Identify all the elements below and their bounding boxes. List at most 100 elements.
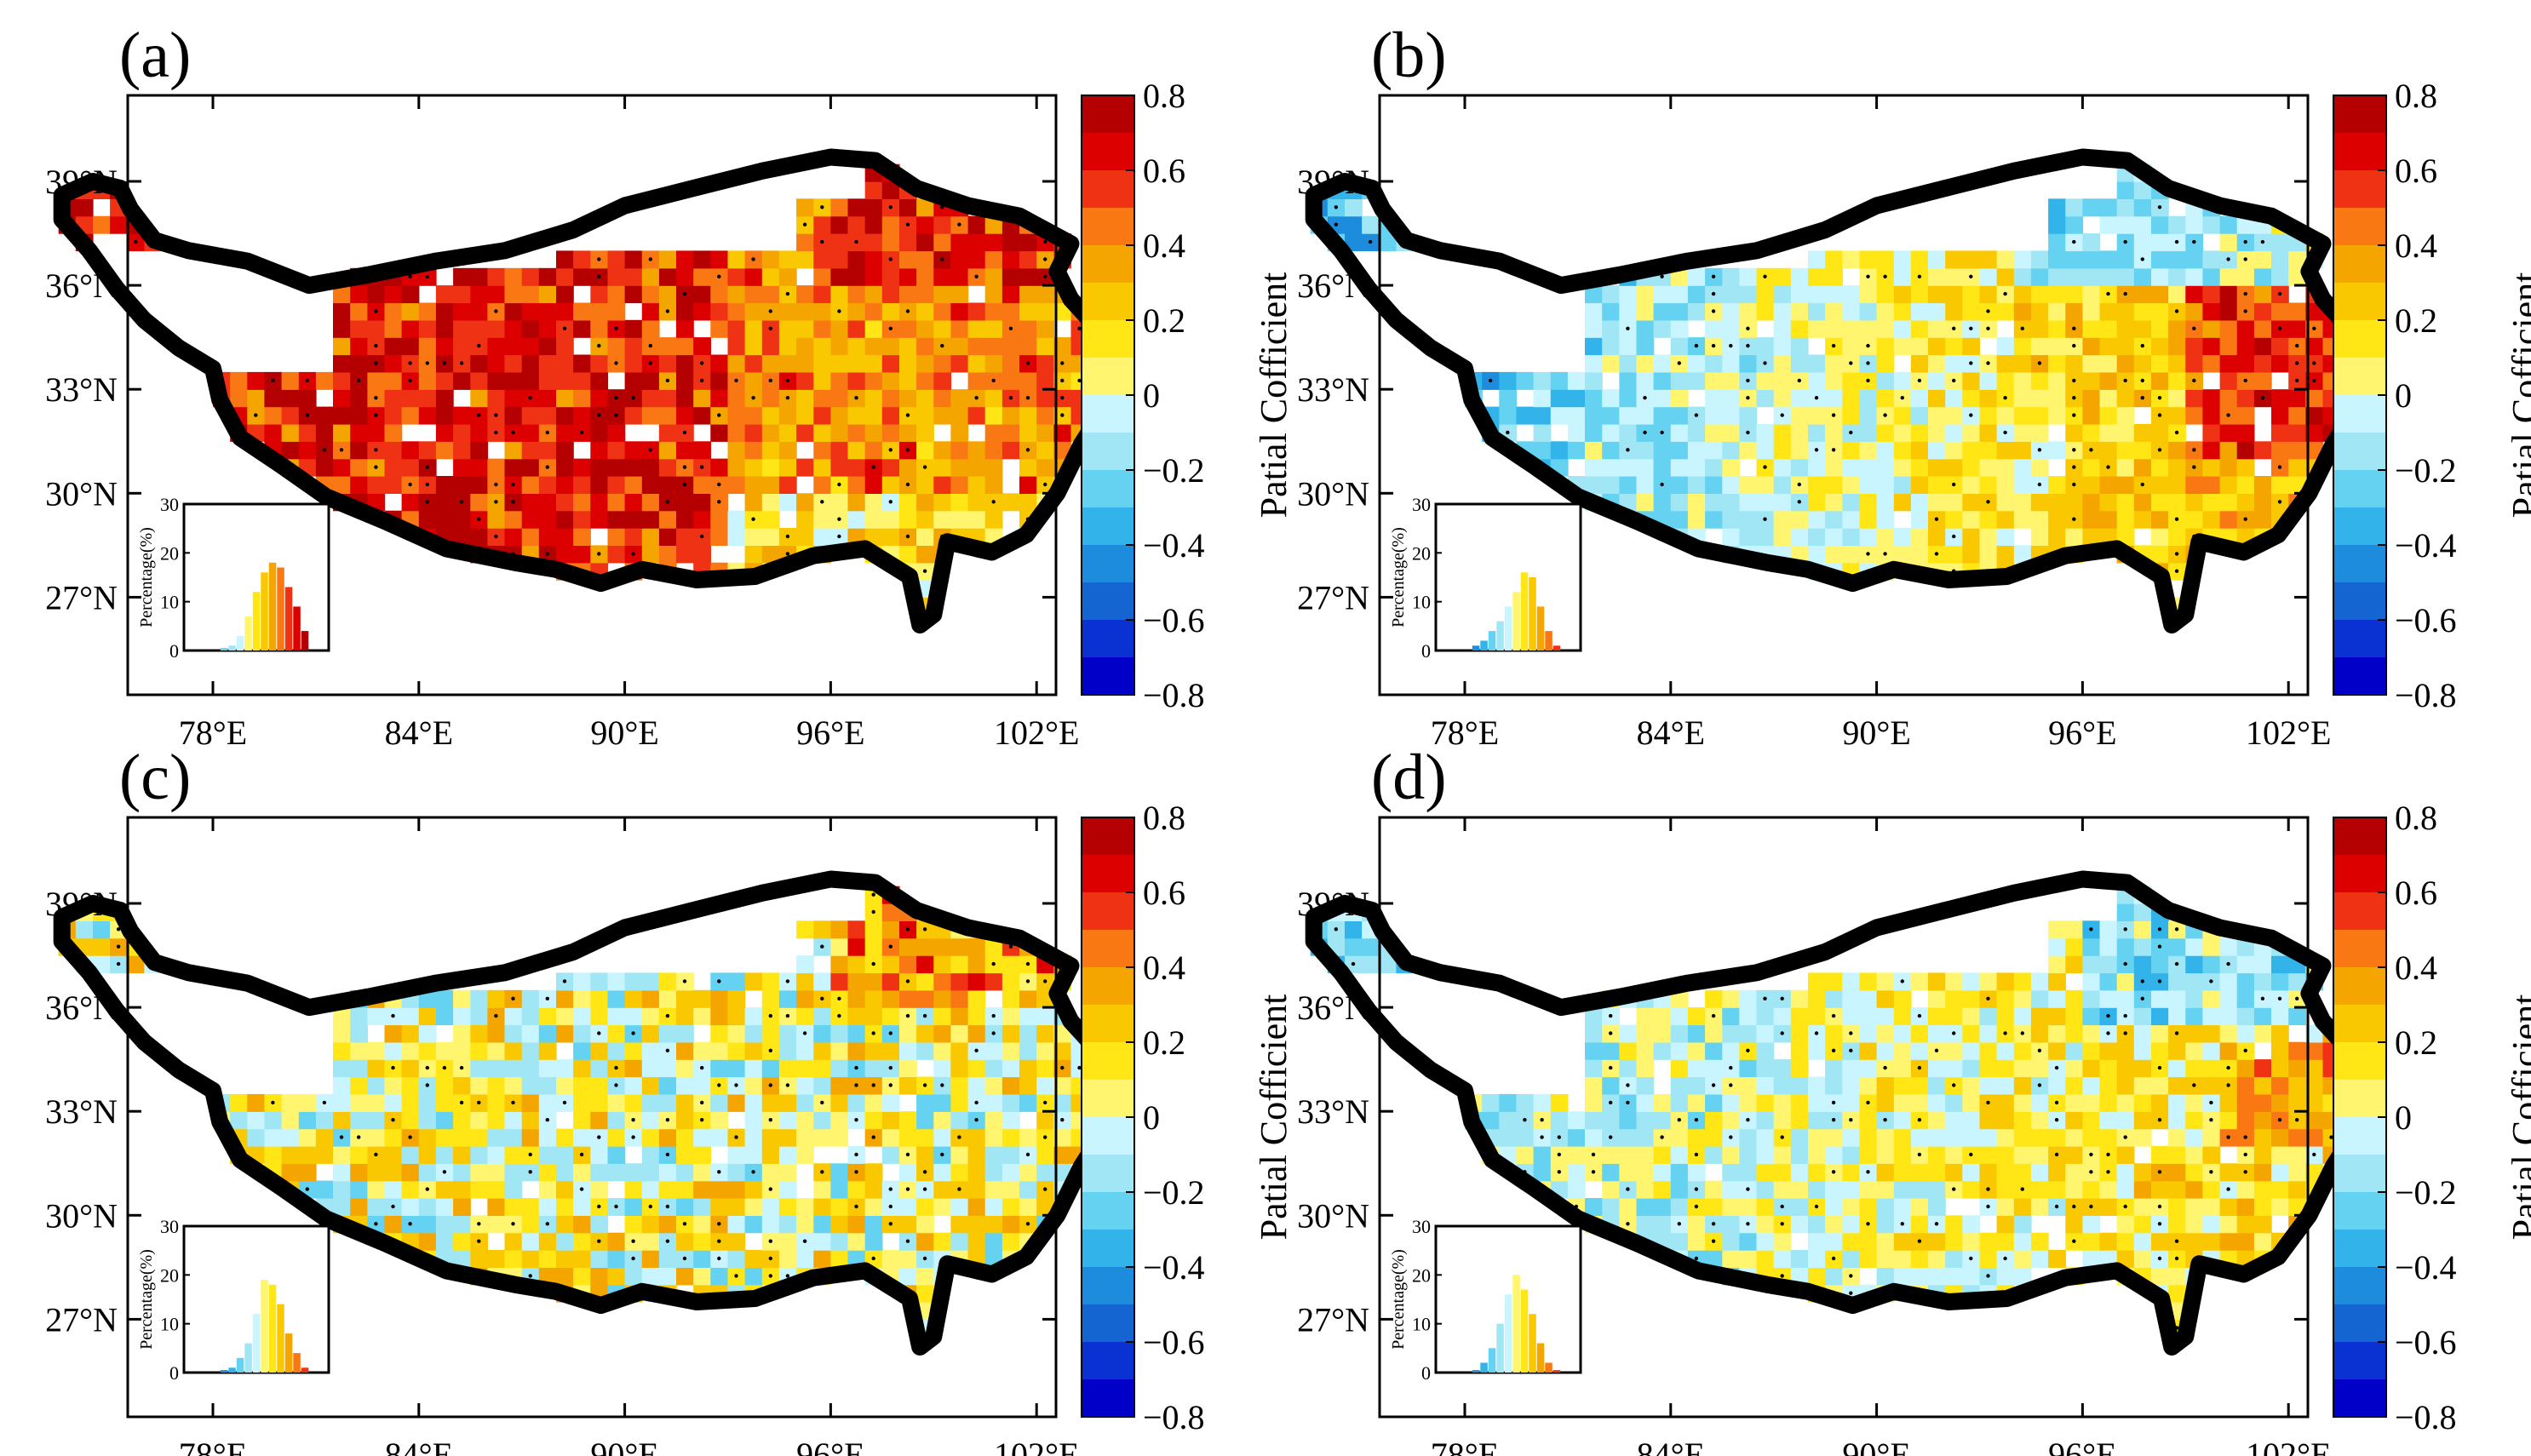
map-cell <box>1859 510 1878 529</box>
map-cell <box>453 285 471 304</box>
map-cell <box>813 1024 832 1043</box>
map-cell <box>2082 302 2101 321</box>
map-cell <box>2116 267 2135 286</box>
map-cell <box>2065 1059 2084 1078</box>
map-cell <box>1928 1145 1946 1164</box>
map-cell <box>2099 389 2118 408</box>
map-cell <box>2082 371 2101 390</box>
map-cell <box>1928 1232 1946 1251</box>
map-cell <box>2099 972 2118 991</box>
significance-dot <box>2243 378 2247 383</box>
map-cell <box>2133 1215 2152 1234</box>
map-cell <box>2185 1024 2204 1043</box>
map-cell <box>813 337 832 356</box>
map-cell <box>487 1059 506 1078</box>
map-cell <box>2030 1250 2049 1268</box>
inset-bar <box>261 572 268 651</box>
map-cell <box>2236 955 2255 974</box>
colorbar-segment <box>1082 208 1134 246</box>
significance-dot <box>116 944 121 949</box>
map-cell <box>2082 458 2101 477</box>
map-cell <box>641 285 660 304</box>
map-cell <box>796 354 814 373</box>
map-cell <box>813 354 832 373</box>
map-cell <box>2013 1093 2032 1112</box>
map-cell <box>933 233 952 252</box>
map-cell <box>2099 406 2118 425</box>
map-cell <box>1859 1024 1878 1043</box>
map-cell <box>2013 493 2032 512</box>
map-cell <box>590 1180 609 1199</box>
map-cell <box>2288 1128 2306 1147</box>
map-cell <box>1825 389 1843 408</box>
significance-dot <box>665 1204 670 1209</box>
map-cell <box>2065 920 2084 939</box>
map-cell <box>1533 1145 1552 1164</box>
map-cell <box>967 302 986 321</box>
map-cell <box>864 267 883 286</box>
map-cell <box>864 181 883 199</box>
map-cell <box>1859 493 1878 512</box>
map-cell <box>1585 441 1603 460</box>
map-cell <box>2168 1215 2186 1234</box>
map-cell <box>573 989 591 1008</box>
significance-dot <box>854 1152 858 1157</box>
map-cell <box>1876 989 1895 1008</box>
significance-dot <box>631 396 635 400</box>
significance-dot <box>2260 239 2265 244</box>
map-cell <box>1962 441 1981 460</box>
map-cell <box>2236 337 2255 356</box>
map-cell <box>1362 215 1380 234</box>
map-cell <box>1001 955 1020 974</box>
significance-dot <box>1917 274 1922 278</box>
map-cell <box>1996 972 2015 991</box>
map-cell <box>2236 215 2255 234</box>
map-cell <box>2099 337 2118 356</box>
significance-dot <box>374 1222 378 1226</box>
map-cell <box>1739 302 1758 321</box>
map-cell <box>967 233 986 252</box>
map-cell <box>641 1128 660 1147</box>
map-cell <box>1790 510 1809 529</box>
map-cell <box>453 319 471 338</box>
map-cell <box>624 989 643 1008</box>
map-cell <box>1585 1128 1603 1147</box>
map-cell <box>2133 1232 2152 1251</box>
inset-y-tick-label: 30 <box>160 1216 179 1237</box>
map-cell <box>658 1093 677 1112</box>
map-cell <box>864 354 883 373</box>
map-cell <box>950 1232 969 1251</box>
map-cell <box>350 285 368 304</box>
significance-dot <box>1677 1118 1681 1122</box>
colorbar-segment <box>2333 133 2386 171</box>
map-cell <box>761 528 780 546</box>
map-cell <box>2185 267 2204 286</box>
map-cell <box>1636 1198 1655 1216</box>
map-cell <box>1859 1007 1878 1026</box>
map-cell <box>1808 1250 1826 1268</box>
map-cell <box>2082 1128 2101 1147</box>
map-cell <box>2185 989 2204 1008</box>
map-cell <box>1619 1198 1638 1216</box>
map-cell <box>1996 267 2015 286</box>
map-cell <box>2082 1093 2101 1112</box>
map-cell <box>1653 285 1672 304</box>
map-cell <box>950 285 969 304</box>
map-cell <box>1636 476 1655 494</box>
map-cell <box>2013 371 2032 390</box>
map-cell <box>624 972 643 991</box>
map-cell <box>1996 1267 2015 1286</box>
map-cell <box>830 406 849 425</box>
significance-dot <box>374 343 378 348</box>
map-cell <box>521 1093 540 1112</box>
map-cell <box>2030 1145 2049 1164</box>
map-cell <box>538 441 557 460</box>
significance-dot <box>1780 1135 1784 1139</box>
inset-y-tick-label: 10 <box>160 1314 179 1335</box>
significance-dot <box>2072 413 2076 417</box>
colorbar-tick-label: −0.8 <box>1143 676 1205 714</box>
map-cell <box>796 1128 814 1147</box>
map-cell <box>916 1198 934 1216</box>
inset-y-tick-label: 10 <box>1412 592 1431 613</box>
panel-d: (d)78°E 84°E 90°E 96°E 102°E39°N36°N33°N30°N… <box>1297 742 2531 1456</box>
